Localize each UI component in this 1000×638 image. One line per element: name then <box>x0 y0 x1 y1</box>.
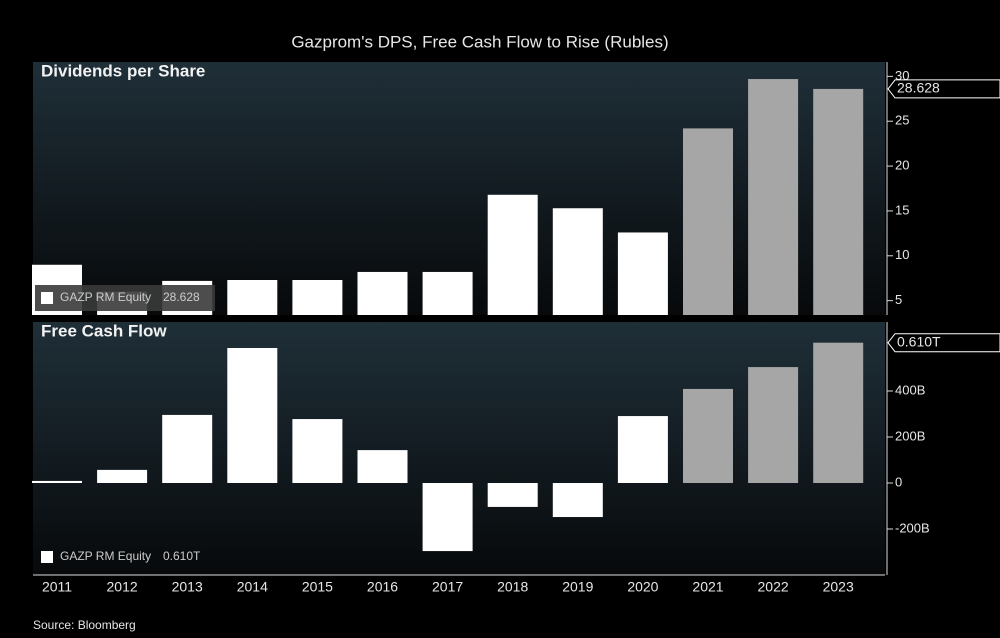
y-tick-label: -200B <box>895 520 930 535</box>
legend-swatch <box>41 551 53 563</box>
x-tick-label: 2016 <box>367 579 398 595</box>
y-tick-label: 5 <box>895 292 902 307</box>
bar <box>552 483 603 518</box>
y-tick-label: 200B <box>895 428 925 443</box>
x-tick-label: 2011 <box>42 579 72 595</box>
panel-title: Dividends per Share <box>41 61 205 80</box>
y-tick-label: 10 <box>895 247 909 262</box>
x-tick-label: 2017 <box>432 579 463 595</box>
bar <box>487 483 538 507</box>
bar <box>162 414 213 483</box>
bar <box>487 194 538 315</box>
x-tick-label: 2022 <box>758 579 789 595</box>
bar <box>422 271 473 315</box>
y-tick-label: 15 <box>895 202 909 217</box>
bar <box>748 367 799 483</box>
bar <box>32 480 82 483</box>
y-tick-label: 25 <box>895 113 909 128</box>
value-tag-label: 0.610T <box>897 333 941 349</box>
bar <box>422 483 473 552</box>
bar <box>227 347 278 483</box>
source: Source: Bloomberg <box>33 618 136 632</box>
bar <box>97 469 148 483</box>
bar <box>617 232 668 315</box>
bar <box>813 88 864 316</box>
y-tick-label: 30 <box>895 68 909 83</box>
legend-value: 28.628 <box>163 290 200 304</box>
x-tick-label: 2020 <box>627 579 658 595</box>
bar <box>357 450 408 483</box>
x-tick-label: 2018 <box>497 579 528 595</box>
bar <box>813 342 864 483</box>
x-tick-label: 2015 <box>302 579 333 595</box>
bar <box>227 280 278 315</box>
bar <box>552 208 603 315</box>
legend-box <box>35 285 215 311</box>
x-tick-label: 2021 <box>692 579 723 595</box>
panel-title: Free Cash Flow <box>41 321 167 340</box>
bar <box>683 128 733 315</box>
x-tick-label: 2012 <box>107 579 138 595</box>
bar <box>683 388 733 483</box>
y-tick-label: 0 <box>895 474 902 489</box>
value-tag <box>887 333 1000 353</box>
x-tick-label: 2019 <box>562 579 593 595</box>
x-tick-label: 2014 <box>237 579 268 595</box>
chart-title: Gazprom's DPS, Free Cash Flow to Rise (R… <box>291 32 668 51</box>
bar <box>617 416 668 483</box>
y-tick-label: 20 <box>895 158 909 173</box>
bar <box>292 280 343 315</box>
bar <box>292 419 343 483</box>
bar <box>748 79 799 315</box>
value-tag <box>887 79 1000 99</box>
value-tag-label: 28.628 <box>897 80 940 96</box>
y-tick-label: 400B <box>895 382 925 397</box>
legend-label: GAZP RM Equity <box>60 290 151 304</box>
bar <box>357 271 408 315</box>
legend-swatch <box>41 292 53 304</box>
legend-value: 0.610T <box>163 549 201 563</box>
x-tick-label: 2023 <box>823 579 854 595</box>
x-tick-label: 2013 <box>172 579 203 595</box>
legend-label: GAZP RM Equity <box>60 549 151 563</box>
